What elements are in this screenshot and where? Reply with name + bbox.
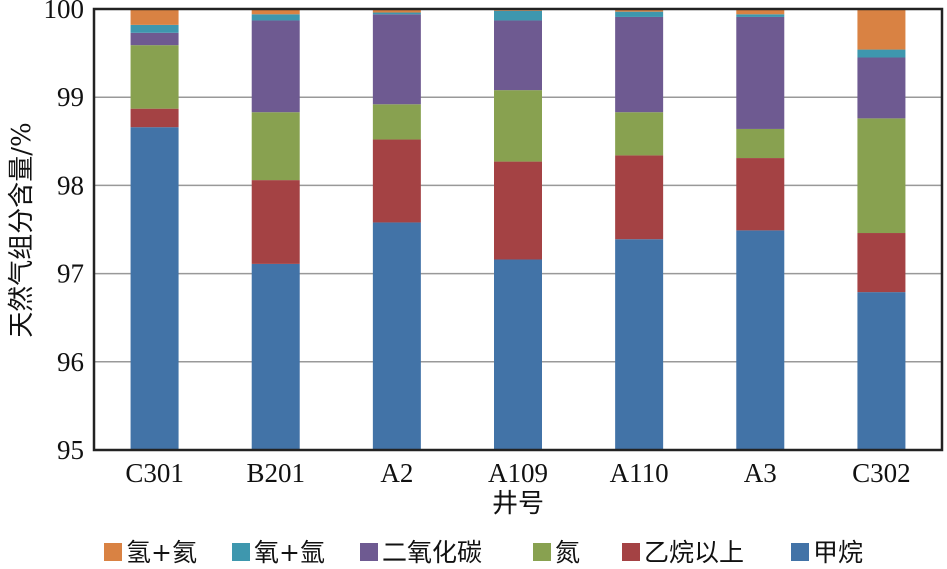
legend-swatch: [104, 543, 122, 561]
bar-segment: [736, 128, 785, 159]
bar-segment: [494, 20, 542, 91]
bar-segment: [494, 90, 542, 162]
bar-segment: [251, 14, 300, 21]
x-tick-label: A109: [488, 458, 548, 488]
y-tick-labels: 95 96 97 98 99 100: [44, 0, 85, 465]
x-tick-labels: C301 B201 A2 A109 A110 A3 C302: [125, 458, 910, 488]
y-tick-label: 97: [57, 259, 84, 289]
bar-segment: [251, 9, 300, 15]
bar-segment: [736, 230, 785, 450]
bar-segment: [857, 233, 906, 293]
bar-segment: [494, 259, 542, 450]
x-tick-label: A110: [610, 458, 669, 488]
y-tick-label: 95: [57, 435, 84, 465]
bar-segment: [130, 127, 179, 451]
bar-segment: [857, 49, 906, 58]
legend-swatch: [791, 543, 809, 561]
bar-segment: [736, 14, 785, 17]
bar-segment: [494, 161, 542, 260]
bar-segment: [251, 20, 300, 113]
bar-segment: [251, 263, 300, 450]
legend-label: 氮: [555, 538, 580, 567]
bar-segment: [736, 9, 785, 15]
bar-segment: [857, 9, 906, 50]
bar-segment: [130, 32, 179, 46]
bar-segment: [372, 14, 421, 105]
y-tick-label: 100: [44, 0, 85, 24]
legend-swatch: [360, 543, 378, 561]
bar-segment: [372, 139, 421, 223]
bar-segment: [615, 155, 664, 240]
x-axis-label: 井号: [492, 489, 544, 519]
bar-segment: [130, 45, 179, 109]
bar-segment: [857, 292, 906, 450]
bars: [130, 9, 906, 451]
legend-swatch: [533, 543, 551, 561]
x-tick-label: C302: [852, 458, 911, 488]
bar-segment: [736, 158, 785, 231]
legend-label: 乙烷以上: [644, 538, 744, 567]
bar-segment: [615, 11, 664, 17]
y-tick-label: 99: [57, 82, 84, 112]
bar-segment: [251, 112, 300, 181]
bar-segment: [130, 9, 179, 25]
legend-label: 甲烷: [813, 538, 863, 567]
bar-segment: [251, 180, 300, 264]
legend-swatch: [622, 543, 640, 561]
bar-segment: [615, 16, 664, 113]
x-tick-label: A2: [380, 458, 413, 488]
legend: 氢+氦 氧+氩 二氧化碳 氮 乙烷以上 甲烷: [104, 538, 863, 567]
legend-label: 氧+氩: [254, 538, 325, 567]
x-tick-label: C301: [125, 458, 184, 488]
bar-segment: [372, 9, 421, 13]
bar-segment: [857, 57, 906, 119]
bar-segment: [736, 16, 785, 129]
bar-segment: [372, 222, 421, 450]
legend-label: 二氧化碳: [382, 538, 482, 567]
bar-segment: [494, 10, 542, 21]
bar-segment: [615, 112, 664, 156]
x-tick-label: B201: [246, 458, 305, 488]
y-tick-label: 98: [57, 170, 84, 200]
bar-segment: [857, 118, 906, 234]
x-tick-label: A3: [744, 458, 777, 488]
bar-segment: [372, 104, 421, 140]
bar-segment: [130, 24, 179, 33]
y-axis-label: 天然气组分含量/%: [7, 122, 37, 337]
y-tick-label: 96: [57, 347, 84, 377]
legend-label: 氢+氦: [126, 538, 197, 567]
bar-segment: [615, 239, 664, 450]
bar-segment: [615, 9, 664, 12]
legend-swatch: [232, 543, 250, 561]
bar-segment: [130, 108, 179, 128]
plot-frame: [92, 7, 944, 452]
bar-segment: [372, 12, 421, 15]
